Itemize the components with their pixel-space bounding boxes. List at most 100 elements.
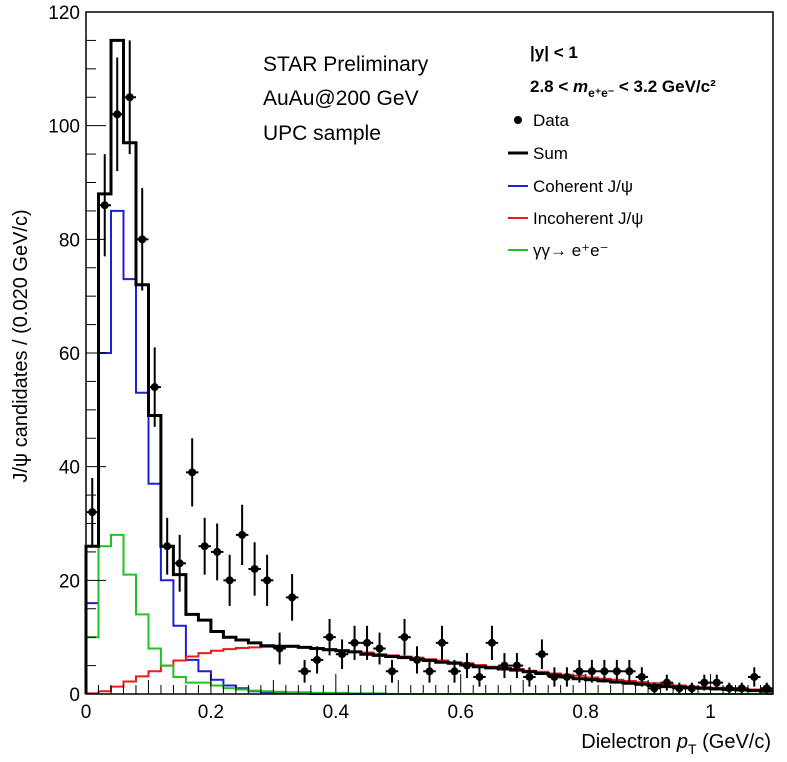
data-marker	[750, 672, 759, 681]
data-point	[335, 639, 349, 669]
data-marker	[350, 638, 359, 647]
data-marker	[375, 644, 384, 653]
data-point	[323, 618, 336, 656]
data-marker	[388, 667, 397, 676]
selection-rapidity: |y| < 1	[530, 43, 578, 62]
data-point	[485, 625, 499, 660]
legend-label-incoherent: Incoherent J/ψ	[533, 209, 643, 228]
data-point	[210, 523, 224, 581]
data-point	[698, 674, 711, 691]
data-marker	[188, 468, 197, 477]
y-tick-label: 0	[69, 685, 80, 706]
data-point	[685, 682, 699, 694]
data-marker	[437, 638, 446, 647]
data-marker	[500, 661, 509, 670]
data-point	[648, 682, 661, 694]
data-marker	[250, 564, 259, 573]
data-marker	[475, 672, 484, 681]
data-marker	[550, 672, 559, 681]
data-marker	[163, 542, 172, 551]
data-point	[660, 674, 674, 691]
data-point	[448, 659, 461, 683]
data-point	[523, 667, 536, 687]
data-marker	[263, 576, 272, 585]
data-point	[148, 347, 161, 427]
data-marker	[512, 661, 521, 670]
data-marker	[100, 201, 109, 210]
data-point	[135, 188, 149, 291]
data-point	[473, 667, 486, 687]
data-point	[260, 554, 274, 606]
data-marker	[675, 684, 684, 693]
data-marker	[450, 667, 459, 676]
data-point	[398, 618, 411, 656]
data-marker	[425, 667, 434, 676]
y-tick-label: 60	[59, 344, 80, 365]
data-point	[298, 659, 311, 683]
data-point	[223, 554, 236, 606]
legend: Data Sum Coherent J/ψ Incoherent J/ψ γγ→…	[508, 111, 643, 260]
x-tick-label: 0.2	[198, 702, 224, 723]
data-marker	[113, 110, 122, 119]
data-point	[248, 542, 261, 596]
data-point	[535, 639, 549, 669]
data-marker	[712, 678, 721, 687]
data-point	[723, 682, 736, 694]
legend-marker-data	[514, 116, 522, 124]
data-point	[598, 659, 611, 683]
data-marker	[338, 650, 347, 659]
y-tick-label: 100	[48, 117, 80, 138]
data-point	[548, 667, 561, 687]
tick-layer: 0 0.2 0.4 0.6 0.8 1 0 20 40 60 80 100 120	[48, 3, 774, 723]
data-marker	[637, 672, 646, 681]
data-marker	[762, 684, 771, 693]
data-point	[573, 659, 586, 683]
data-point	[410, 646, 424, 674]
annotation-sample: UPC sample	[263, 122, 381, 145]
x-axis-title: Dielectron pT (GeV/c)	[581, 731, 771, 757]
data-marker	[612, 667, 621, 676]
data-point	[423, 659, 436, 683]
data-marker	[138, 235, 147, 244]
data-point	[460, 653, 474, 679]
annotation-collision-system: AuAu@200 GeV	[263, 87, 419, 110]
y-axis-title: J/ψ candidates / (0.020 GeV/c)	[10, 209, 32, 482]
data-point	[385, 659, 399, 683]
data-point	[123, 40, 136, 155]
y-tick-label: 40	[59, 458, 80, 479]
data-point	[623, 659, 636, 683]
data-marker	[537, 650, 546, 659]
data-point	[560, 667, 574, 687]
data-marker	[600, 667, 609, 676]
data-point	[160, 517, 174, 575]
data-point	[173, 534, 186, 592]
data-point	[760, 682, 773, 694]
data-marker	[313, 655, 322, 664]
data-point	[360, 625, 374, 660]
data-point	[310, 646, 324, 674]
data-marker	[288, 593, 297, 602]
data-point	[435, 625, 449, 660]
data-marker	[150, 383, 159, 392]
data-marker	[125, 93, 134, 102]
data-marker	[275, 644, 284, 653]
data-point	[585, 659, 599, 683]
data-marker	[525, 672, 534, 681]
annotation-star-preliminary: STAR Preliminary	[263, 53, 429, 76]
legend-label-data: Data	[533, 111, 569, 130]
data-point	[185, 438, 199, 507]
data-point	[373, 632, 386, 665]
data-point	[748, 667, 761, 687]
data-point	[710, 674, 724, 691]
x-tick-label: 0.6	[448, 702, 474, 723]
data-marker	[662, 678, 671, 687]
data-marker	[700, 678, 709, 687]
data-marker	[238, 530, 247, 539]
data-point	[498, 653, 511, 679]
data-point	[235, 504, 249, 565]
data-marker	[562, 672, 571, 681]
legend-label-coherent: Coherent J/ψ	[533, 177, 633, 196]
data-point	[348, 625, 361, 660]
